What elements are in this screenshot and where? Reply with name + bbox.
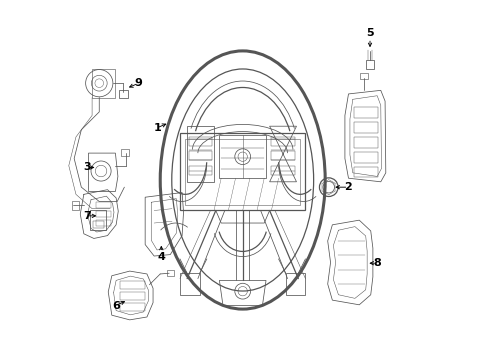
- Bar: [353, 107, 377, 118]
- Bar: [121, 149, 129, 156]
- Bar: [271, 137, 294, 146]
- Text: 8: 8: [372, 258, 380, 268]
- Bar: [120, 281, 144, 289]
- Bar: [271, 151, 294, 160]
- Bar: [96, 220, 110, 226]
- Bar: [188, 166, 212, 175]
- Bar: [353, 167, 377, 177]
- Bar: [365, 60, 373, 69]
- Bar: [96, 202, 110, 208]
- Bar: [271, 166, 294, 175]
- Text: 2: 2: [344, 182, 351, 192]
- Text: 4: 4: [157, 252, 165, 262]
- Bar: [353, 137, 377, 148]
- Bar: [167, 270, 174, 276]
- Bar: [359, 73, 367, 79]
- Text: 3: 3: [83, 162, 91, 172]
- Bar: [120, 303, 144, 311]
- Text: 6: 6: [112, 301, 120, 311]
- Bar: [188, 137, 212, 146]
- Bar: [90, 211, 106, 230]
- Text: 1: 1: [153, 123, 161, 133]
- Bar: [188, 151, 212, 160]
- Bar: [119, 90, 128, 98]
- Bar: [120, 292, 144, 300]
- Bar: [93, 221, 103, 228]
- Bar: [353, 122, 377, 133]
- Text: 5: 5: [366, 28, 373, 39]
- Bar: [72, 201, 79, 210]
- Bar: [96, 211, 110, 217]
- Bar: [353, 152, 377, 163]
- Text: 7: 7: [83, 211, 91, 221]
- Text: 9: 9: [134, 78, 142, 88]
